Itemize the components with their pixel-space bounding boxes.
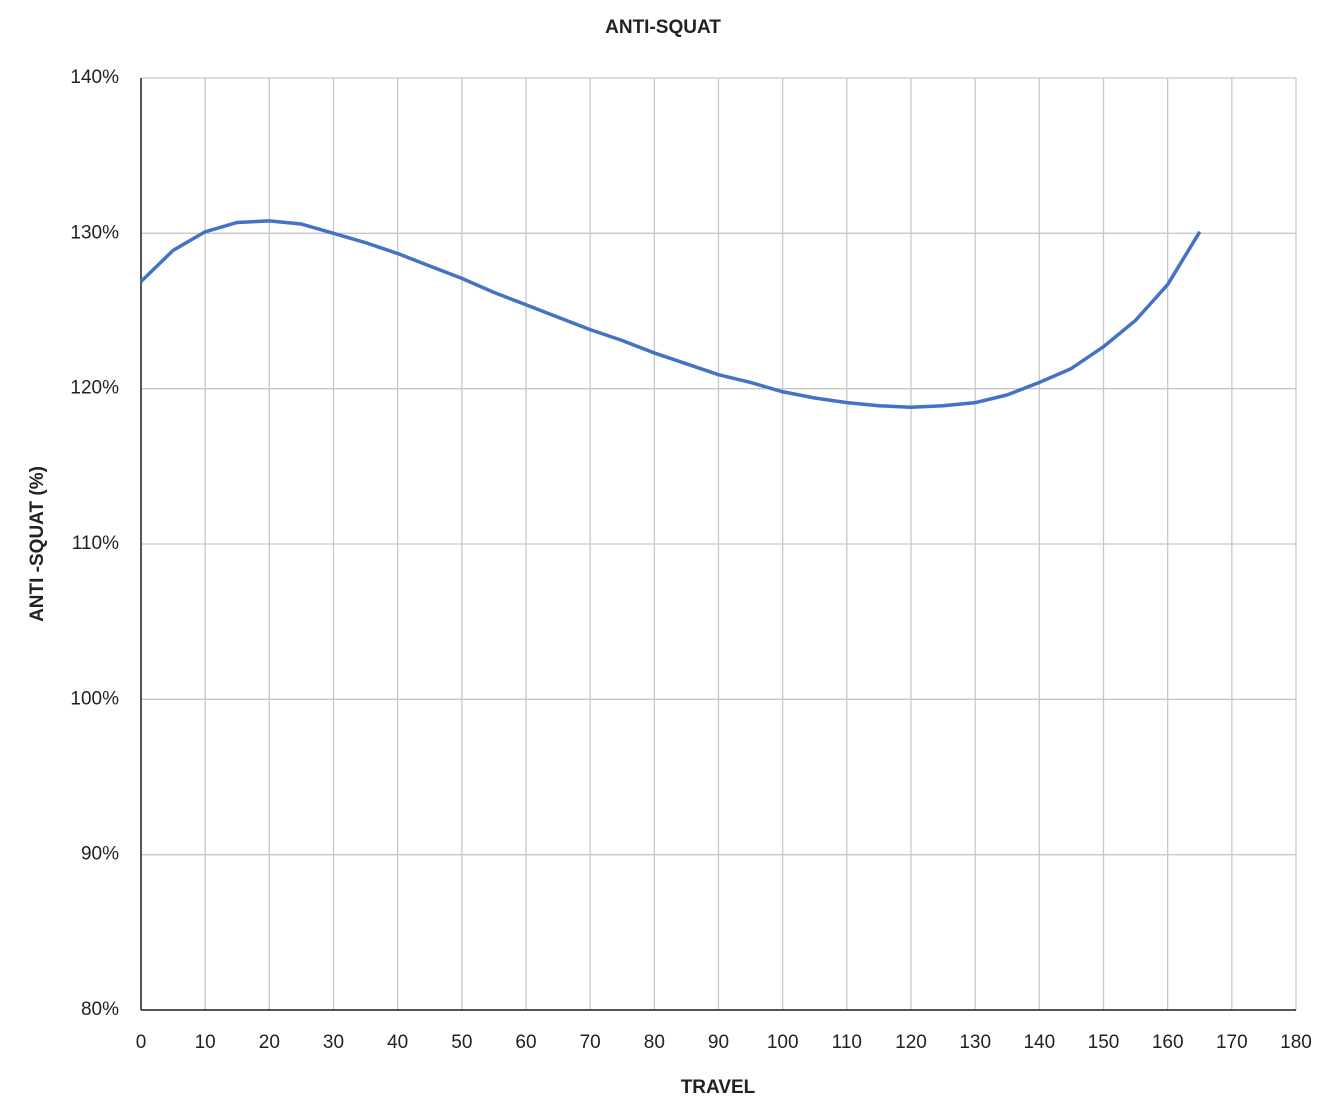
x-tick-label: 180 [1280,1032,1312,1053]
y-tick-label: 140% [70,67,119,88]
x-tick-label: 160 [1152,1032,1184,1053]
y-tick-label: 110% [72,533,119,554]
x-tick-label: 0 [136,1032,147,1053]
x-tick-label: 40 [387,1032,408,1053]
y-axis-label: ANTI -SQUAT (%) [27,466,48,622]
x-tick-label: 70 [580,1032,601,1053]
y-tick-label: 100% [70,688,119,709]
x-tick-label: 120 [895,1032,927,1053]
y-tick-label: 120% [70,378,119,399]
y-tick-label: 80% [81,999,119,1020]
x-tick-label: 170 [1216,1032,1248,1053]
x-tick-label: 30 [323,1032,344,1053]
data-line [139,219,1202,410]
x-tick-label: 150 [1088,1032,1120,1053]
x-tick-label: 90 [708,1032,729,1053]
chart-title: ANTI-SQUAT [605,17,721,38]
x-tick-label: 110 [832,1032,862,1053]
x-tick-label: 80 [644,1032,665,1053]
y-tick-label: 130% [70,222,119,243]
x-tick-label: 130 [959,1032,991,1053]
x-tick-label: 140 [1023,1032,1055,1053]
x-tick-label: 60 [515,1032,536,1053]
x-tick-label: 50 [451,1032,472,1053]
x-tick-label: 20 [259,1032,280,1053]
x-tick-label: 10 [195,1032,216,1053]
x-axis-label: TRAVEL [681,1077,756,1098]
y-tick-label: 90% [81,844,119,865]
x-tick-label: 100 [767,1032,799,1053]
